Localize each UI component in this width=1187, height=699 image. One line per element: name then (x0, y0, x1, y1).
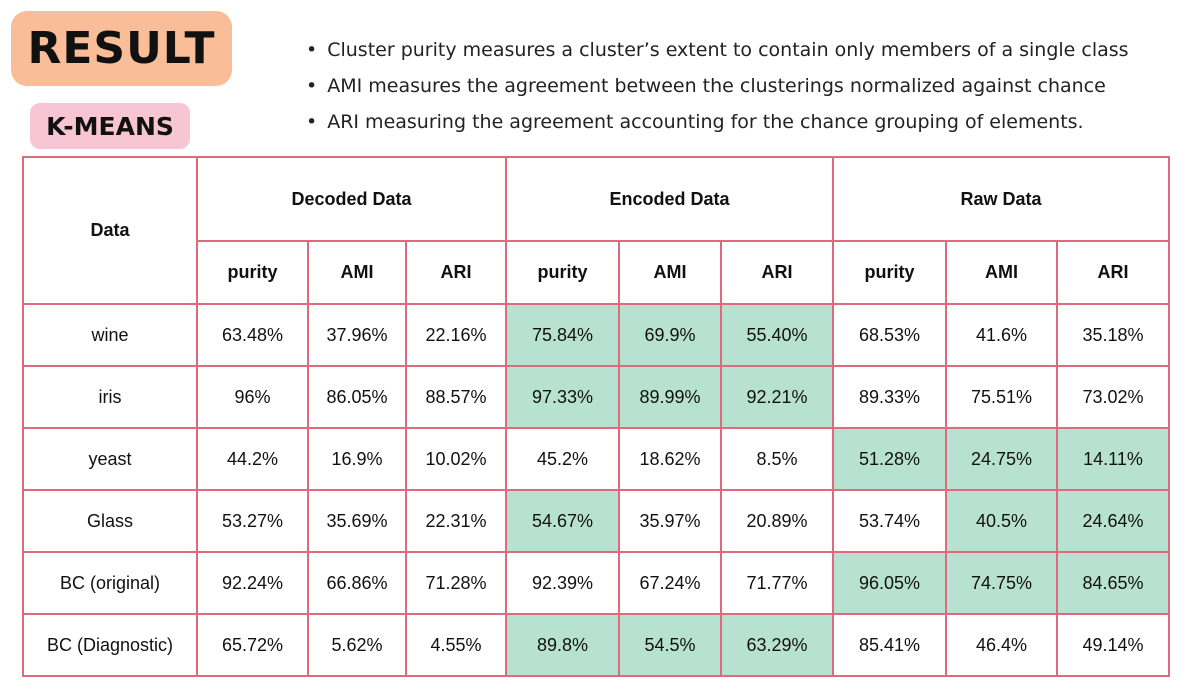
value-cell: 45.2% (505, 427, 620, 491)
value-cell: 96% (196, 365, 309, 429)
value-cell: 73.02% (1056, 365, 1170, 429)
group-header-raw: Raw Data (832, 156, 1170, 242)
value-cell: 92.24% (196, 551, 309, 615)
metric-header: purity (832, 240, 947, 305)
value-cell: 44.2% (196, 427, 309, 491)
value-cell: 16.9% (307, 427, 407, 491)
value-cell: 92.39% (505, 551, 620, 615)
value-cell: 8.5% (720, 427, 834, 491)
value-cell: 63.29% (720, 613, 834, 677)
value-cell: 75.51% (945, 365, 1058, 429)
value-cell: 5.62% (307, 613, 407, 677)
value-cell: 46.4% (945, 613, 1058, 677)
dataset-name-cell: yeast (22, 427, 198, 491)
metric-header: purity (196, 240, 309, 305)
table-body: wine 63.48% 37.96% 22.16% 75.84% 69.9% 55.40% 6… (22, 303, 1170, 677)
value-cell: 35.97% (618, 489, 722, 553)
value-cell: 65.72% (196, 613, 309, 677)
value-cell: 67.24% (618, 551, 722, 615)
value-cell: 75.84% (505, 303, 620, 367)
value-cell: 24.64% (1056, 489, 1170, 553)
dataset-name-cell: BC (original) (22, 551, 198, 615)
results-table: Data Decoded Data Encoded Data Raw Data … (22, 156, 1170, 677)
value-cell: 35.69% (307, 489, 407, 553)
value-cell: 22.16% (405, 303, 507, 367)
value-cell: 68.53% (832, 303, 947, 367)
bullet-ari: ARI measuring the agreement accounting f… (306, 104, 1129, 140)
value-cell: 69.9% (618, 303, 722, 367)
value-cell: 20.89% (720, 489, 834, 553)
value-cell: 53.74% (832, 489, 947, 553)
value-cell: 24.75% (945, 427, 1058, 491)
table-row: wine 63.48% 37.96% 22.16% 75.84% 69.9% 55.40% 6… (22, 303, 1170, 367)
value-cell: 66.86% (307, 551, 407, 615)
value-cell: 49.14% (1056, 613, 1170, 677)
dataset-name-cell: iris (22, 365, 198, 429)
metric-header: purity (505, 240, 620, 305)
value-cell: 53.27% (196, 489, 309, 553)
metric-header: AMI (307, 240, 407, 305)
dataset-name-cell: wine (22, 303, 198, 367)
value-cell: 22.31% (405, 489, 507, 553)
value-cell: 40.5% (945, 489, 1058, 553)
value-cell: 92.21% (720, 365, 834, 429)
value-cell: 37.96% (307, 303, 407, 367)
value-cell: 63.48% (196, 303, 309, 367)
value-cell: 71.28% (405, 551, 507, 615)
group-header-encoded: Encoded Data (505, 156, 834, 242)
dataset-name-cell: Glass (22, 489, 198, 553)
value-cell: 41.6% (945, 303, 1058, 367)
table-row: Glass 53.27% 35.69% 22.31% 54.67% 35.97% 20.89… (22, 489, 1170, 553)
data-header: Data (22, 156, 198, 305)
value-cell: 4.55% (405, 613, 507, 677)
bullet-purity: Cluster purity measures a cluster’s exte… (306, 32, 1128, 68)
value-cell: 35.18% (1056, 303, 1170, 367)
value-cell: 97.33% (505, 365, 620, 429)
value-cell: 86.05% (307, 365, 407, 429)
value-cell: 89.33% (832, 365, 947, 429)
metric-descriptions: Cluster purity measures a cluster’s exte… (306, 32, 1129, 140)
metric-header: ARI (405, 240, 507, 305)
value-cell: 89.99% (618, 365, 722, 429)
value-cell: 14.11% (1056, 427, 1170, 491)
value-cell: 54.67% (505, 489, 620, 553)
value-cell: 18.62% (618, 427, 722, 491)
value-cell: 96.05% (832, 551, 947, 615)
dataset-name-cell: BC (Diagnostic) (22, 613, 198, 677)
value-cell: 74.75% (945, 551, 1058, 615)
metric-header: ARI (1056, 240, 1170, 305)
table-row: yeast 44.2% 16.9% 10.02% 45.2% 18.62% 8.5% 51.2… (22, 427, 1170, 491)
table-row: iris 96% 86.05% 88.57% 97.33% 89.99% 92.21% 89.… (22, 365, 1170, 429)
value-cell: 51.28% (832, 427, 947, 491)
value-cell: 54.5% (618, 613, 722, 677)
value-cell: 89.8% (505, 613, 620, 677)
metric-header: ARI (720, 240, 834, 305)
value-cell: 71.77% (720, 551, 834, 615)
result-badge: RESULT (11, 11, 232, 86)
table-row: BC (Diagnostic) 65.72% 5.62% 4.55% 89.8% 54.5… (22, 613, 1170, 677)
value-cell: 55.40% (720, 303, 834, 367)
value-cell: 10.02% (405, 427, 507, 491)
value-cell: 85.41% (832, 613, 947, 677)
metric-header: AMI (945, 240, 1058, 305)
value-cell: 84.65% (1056, 551, 1170, 615)
group-header-decoded: Decoded Data (196, 156, 507, 242)
kmeans-badge: K-MEANS (30, 103, 190, 149)
table-row: BC (original) 92.24% 66.86% 71.28% 92.39% 67.… (22, 551, 1170, 615)
bullet-ami: AMI measures the agreement between the c… (306, 68, 1129, 104)
value-cell: 88.57% (405, 365, 507, 429)
metric-header: AMI (618, 240, 722, 305)
